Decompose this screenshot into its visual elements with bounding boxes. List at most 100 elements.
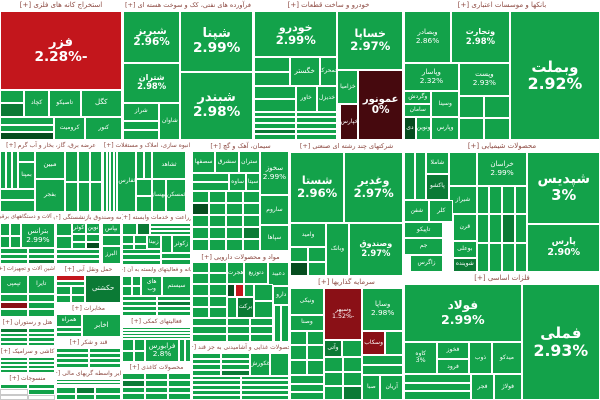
- treemap-tile[interactable]: [0, 328, 28, 333]
- treemap-tile[interactable]: [131, 276, 142, 286]
- treemap-tile[interactable]: [295, 122, 338, 129]
- treemap-tile[interactable]: [209, 284, 227, 296]
- treemap-tile[interactable]: [362, 365, 403, 376]
- treemap-tile[interactable]: بمپنا: [18, 161, 35, 189]
- treemap-tile[interactable]: [156, 296, 191, 301]
- treemap-tile[interactable]: [0, 248, 28, 254]
- treemap-tile[interactable]: کنور: [85, 116, 122, 140]
- treemap-tile[interactable]: [134, 234, 147, 244]
- treemap-tile[interactable]: [0, 200, 35, 212]
- treemap-tile[interactable]: [56, 348, 89, 353]
- treemap-tile[interactable]: [56, 259, 101, 264]
- treemap-tile[interactable]: [65, 151, 78, 182]
- sector-header-link[interactable]: فعالیتهای کمکی [+]: [122, 317, 191, 327]
- treemap-tile[interactable]: [75, 393, 95, 400]
- treemap-tile[interactable]: [192, 353, 222, 359]
- treemap-tile[interactable]: [6, 151, 13, 189]
- treemap-tile[interactable]: وسکاب: [362, 330, 385, 356]
- treemap-tile[interactable]: تپمپی: [0, 275, 28, 294]
- treemap-tile[interactable]: [343, 357, 363, 372]
- sector-header-link[interactable]: سرمایه گذاریها [+]: [290, 277, 403, 288]
- treemap-tile[interactable]: شفن: [404, 200, 430, 222]
- treemap-tile[interactable]: [123, 120, 160, 131]
- treemap-tile[interactable]: [254, 71, 290, 86]
- treemap-tile[interactable]: کلر: [429, 200, 453, 222]
- treemap-tile[interactable]: [103, 151, 107, 212]
- treemap-tile[interactable]: [343, 385, 363, 400]
- treemap-tile[interactable]: [0, 394, 28, 400]
- treemap-tile[interactable]: [0, 369, 28, 373]
- treemap-tile[interactable]: [254, 117, 296, 123]
- treemap-tile[interactable]: [122, 234, 135, 244]
- treemap-tile[interactable]: [342, 339, 363, 358]
- treemap-tile[interactable]: [168, 393, 191, 400]
- treemap-tile[interactable]: ساروم: [259, 195, 289, 225]
- treemap-tile[interactable]: [189, 151, 191, 212]
- treemap-tile[interactable]: وسینا: [431, 90, 459, 117]
- treemap-tile[interactable]: بپاس: [101, 223, 121, 236]
- treemap-tile[interactable]: [122, 286, 132, 296]
- treemap-tile[interactable]: [71, 234, 86, 242]
- treemap-tile[interactable]: [234, 284, 245, 298]
- treemap-tile[interactable]: دارو: [273, 286, 289, 306]
- treemap-tile[interactable]: شوینده: [453, 257, 477, 272]
- treemap-tile[interactable]: [27, 293, 55, 302]
- treemap-tile[interactable]: [484, 96, 510, 119]
- treemap-tile[interactable]: شبندر 2.98%: [180, 71, 253, 140]
- treemap-tile[interactable]: تاپیکو: [404, 221, 444, 239]
- treemap-tile[interactable]: [71, 241, 86, 250]
- treemap-tile[interactable]: هجرت: [226, 262, 245, 285]
- treemap-tile[interactable]: [27, 365, 55, 369]
- treemap-tile[interactable]: [70, 286, 86, 295]
- treemap-tile[interactable]: [122, 350, 134, 362]
- treemap-tile[interactable]: شاوان: [159, 102, 181, 140]
- treemap-tile[interactable]: [295, 128, 338, 135]
- treemap-tile[interactable]: ثمسکن: [166, 179, 186, 212]
- treemap-tile[interactable]: [244, 284, 255, 298]
- treemap-tile[interactable]: [156, 301, 191, 306]
- treemap-tile[interactable]: فخوز: [437, 342, 469, 360]
- treemap-tile[interactable]: [192, 227, 209, 239]
- treemap-tile[interactable]: [208, 227, 226, 239]
- treemap-tile[interactable]: [75, 387, 95, 394]
- treemap-tile[interactable]: [242, 203, 260, 215]
- treemap-tile[interactable]: فولاد 2.99%: [404, 284, 522, 342]
- treemap-tile[interactable]: [489, 185, 502, 215]
- treemap-tile[interactable]: [56, 331, 82, 337]
- treemap-tile[interactable]: [242, 191, 260, 203]
- treemap-tile[interactable]: [290, 247, 309, 262]
- treemap-tile[interactable]: وگردش: [404, 90, 432, 104]
- treemap-tile[interactable]: زاگرس: [409, 255, 444, 272]
- treemap-tile[interactable]: [192, 380, 241, 386]
- treemap-tile[interactable]: [56, 353, 89, 358]
- treemap-tile[interactable]: کاوه 3%: [404, 342, 438, 375]
- treemap-tile[interactable]: [56, 249, 101, 255]
- treemap-tile[interactable]: [10, 235, 21, 249]
- treemap-tile[interactable]: بوعلی: [453, 240, 477, 258]
- treemap-tile[interactable]: [89, 151, 102, 182]
- treemap-tile[interactable]: شاملا: [425, 152, 450, 174]
- treemap-tile[interactable]: [0, 188, 35, 201]
- treemap-tile[interactable]: [295, 134, 338, 140]
- treemap-tile[interactable]: [56, 294, 71, 303]
- sector-header-link[interactable]: مواد و محصولات دارویی [+]: [192, 252, 289, 262]
- sector-header-link[interactable]: محصولات شیمیایی [+]: [404, 141, 600, 152]
- treemap-tile[interactable]: [0, 365, 28, 369]
- treemap-tile[interactable]: [0, 309, 28, 317]
- treemap-tile[interactable]: [240, 385, 289, 391]
- treemap-tile[interactable]: [308, 247, 327, 262]
- treemap-tile[interactable]: [254, 85, 296, 99]
- treemap-tile[interactable]: شپنا 2.99%: [180, 11, 253, 72]
- treemap-tile[interactable]: سشرق: [215, 151, 239, 173]
- treemap-tile[interactable]: [122, 393, 145, 400]
- treemap-tile[interactable]: وامید: [290, 222, 327, 248]
- treemap-tile[interactable]: ثبهساز: [152, 179, 167, 212]
- treemap-tile[interactable]: [77, 181, 90, 212]
- sector-header-link[interactable]: فلزات اساسی [+]: [404, 273, 600, 284]
- treemap-tile[interactable]: [122, 223, 138, 235]
- treemap-tile[interactable]: [88, 363, 121, 368]
- treemap-tile[interactable]: [240, 395, 289, 400]
- treemap-tile[interactable]: [27, 332, 55, 337]
- treemap-tile[interactable]: [254, 57, 290, 72]
- treemap-tile[interactable]: [27, 394, 55, 400]
